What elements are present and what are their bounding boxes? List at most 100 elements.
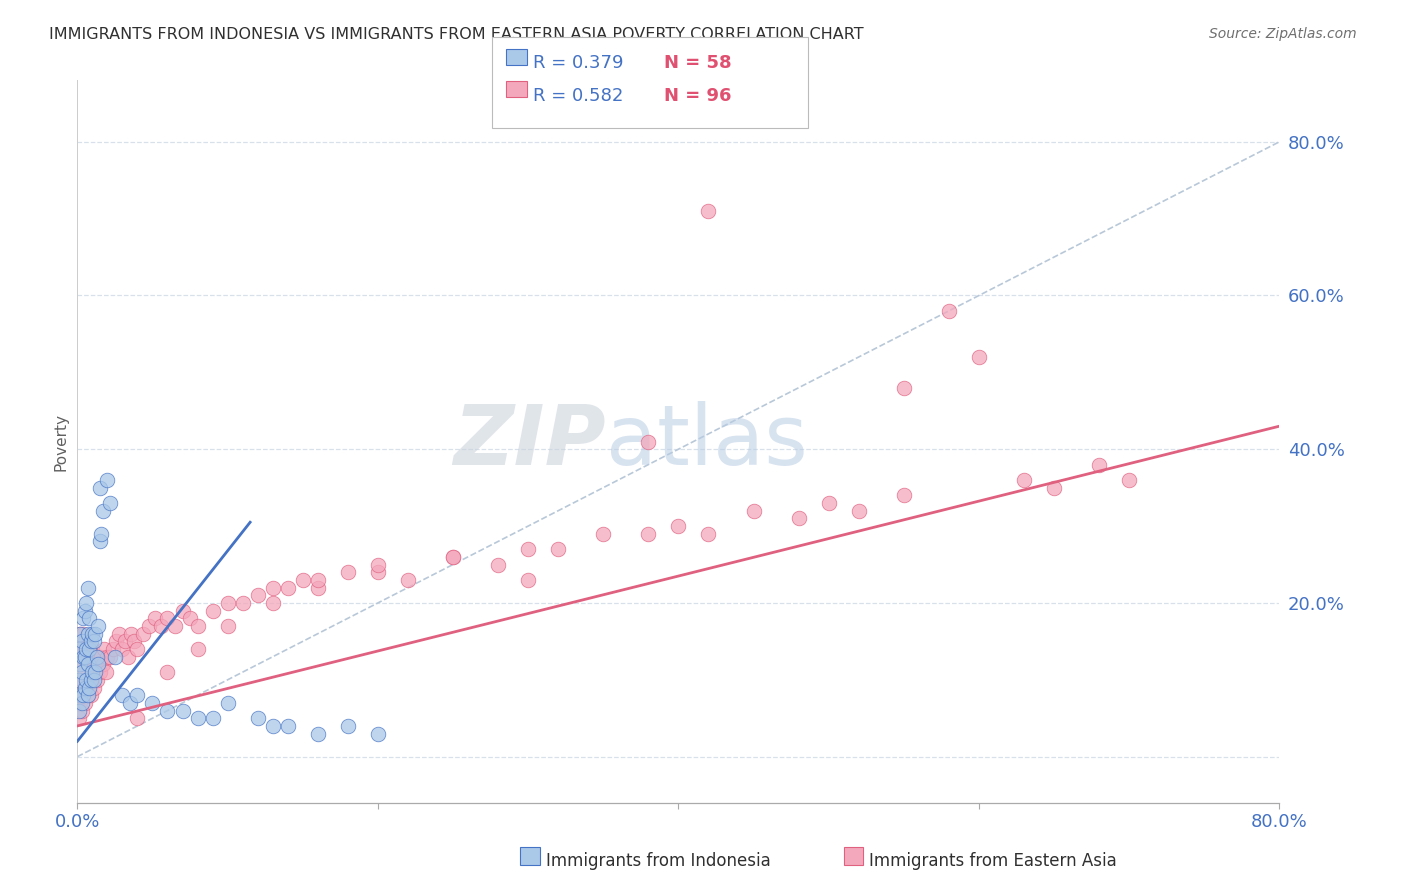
Point <box>186 642 209 657</box>
Point <box>72 649 94 664</box>
Point <box>817 496 839 510</box>
Point <box>69 657 91 672</box>
Point <box>89 481 111 495</box>
Point <box>111 688 134 702</box>
Point <box>150 619 173 633</box>
Point <box>938 304 960 318</box>
Point <box>80 688 103 702</box>
Point <box>69 688 91 702</box>
Point <box>75 673 97 687</box>
Point <box>697 203 720 218</box>
Point <box>742 504 765 518</box>
Point <box>117 649 139 664</box>
Point <box>76 649 98 664</box>
Point <box>83 673 105 687</box>
Point <box>291 573 314 587</box>
Point <box>396 573 419 587</box>
Point <box>486 558 509 572</box>
Point <box>91 657 114 672</box>
Point <box>336 719 359 733</box>
Point <box>73 681 96 695</box>
Point <box>1118 473 1140 487</box>
Point <box>67 642 90 657</box>
Point <box>67 642 90 657</box>
Point <box>201 711 224 725</box>
Point <box>145 611 167 625</box>
Text: IMMIGRANTS FROM INDONESIA VS IMMIGRANTS FROM EASTERN ASIA POVERTY CORRELATION CH: IMMIGRANTS FROM INDONESIA VS IMMIGRANTS … <box>49 27 863 42</box>
Point <box>79 642 101 657</box>
Text: Immigrants from Eastern Asia: Immigrants from Eastern Asia <box>869 852 1116 870</box>
Point <box>70 634 93 648</box>
Point <box>83 634 105 648</box>
Point <box>75 681 97 695</box>
Point <box>86 673 108 687</box>
Point <box>172 604 194 618</box>
Point <box>1012 473 1035 487</box>
Point <box>72 688 94 702</box>
Point <box>787 511 810 525</box>
Text: N = 96: N = 96 <box>664 87 731 104</box>
Point <box>82 626 104 640</box>
Point <box>70 665 93 680</box>
Point <box>80 634 103 648</box>
Point <box>120 626 142 640</box>
Point <box>96 649 118 664</box>
Point <box>75 642 97 657</box>
Point <box>172 704 194 718</box>
Point <box>217 696 239 710</box>
Point <box>90 526 112 541</box>
Point <box>262 596 284 610</box>
Point <box>79 681 101 695</box>
Point <box>592 526 614 541</box>
Point <box>100 496 122 510</box>
Point <box>156 611 179 625</box>
Point <box>232 596 254 610</box>
Point <box>893 488 915 502</box>
Point <box>84 665 107 680</box>
Text: R = 0.582: R = 0.582 <box>533 87 623 104</box>
Point <box>72 626 94 640</box>
Point <box>111 642 134 657</box>
Point <box>82 665 104 680</box>
Point <box>76 581 98 595</box>
Point <box>307 726 329 740</box>
Point <box>84 665 107 680</box>
Point <box>93 642 115 657</box>
Point <box>246 711 269 725</box>
Point <box>100 649 122 664</box>
Point <box>70 704 93 718</box>
Point <box>67 704 90 718</box>
Point <box>67 681 90 695</box>
Point <box>893 381 915 395</box>
Text: atlas: atlas <box>606 401 808 482</box>
Point <box>1088 458 1111 472</box>
Point <box>637 434 659 449</box>
Point <box>367 726 389 740</box>
Point <box>186 711 209 725</box>
Point <box>156 704 179 718</box>
Point <box>277 581 299 595</box>
Text: R = 0.379: R = 0.379 <box>533 54 623 72</box>
Point <box>307 573 329 587</box>
Point <box>79 681 101 695</box>
Point <box>307 581 329 595</box>
Point <box>82 673 104 687</box>
Text: Source: ZipAtlas.com: Source: ZipAtlas.com <box>1209 27 1357 41</box>
Point <box>262 581 284 595</box>
Point <box>367 558 389 572</box>
Point <box>103 642 125 657</box>
Point <box>517 573 540 587</box>
Point <box>441 549 464 564</box>
Point <box>75 649 97 664</box>
Point <box>84 626 107 640</box>
Point <box>848 504 870 518</box>
Point <box>69 696 91 710</box>
Point <box>73 649 96 664</box>
Text: N = 58: N = 58 <box>664 54 731 72</box>
Point <box>79 642 101 657</box>
Point <box>108 626 131 640</box>
Point <box>138 619 160 633</box>
Point <box>73 604 96 618</box>
Point <box>82 642 104 657</box>
Point <box>217 596 239 610</box>
